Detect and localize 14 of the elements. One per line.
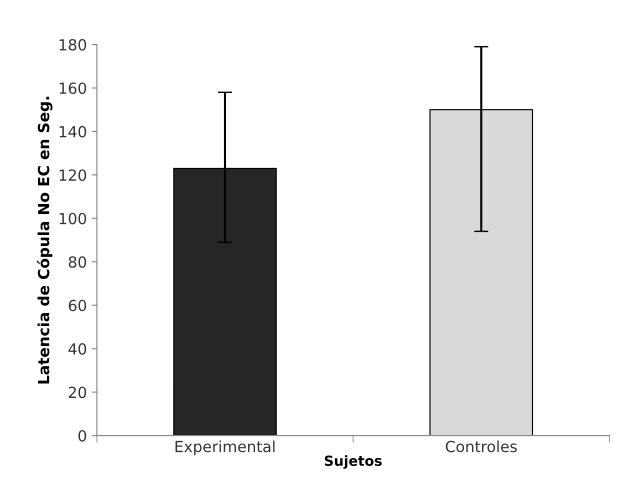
y-tick-label: 100: [60, 212, 86, 224]
y-tick-label: 140: [60, 126, 86, 138]
x-tick-label: Experimental: [176, 440, 275, 456]
y-tick-label: 20: [68, 386, 86, 398]
y-tick-label: 160: [60, 82, 86, 94]
y-axis-title: Latencia de Cópula No EC en Seg.: [36, 96, 52, 384]
y-tick-label: 60: [68, 300, 86, 312]
y-tick-label: 0: [78, 430, 86, 442]
x-tick-label: Controles: [446, 440, 517, 452]
y-tick-label: 80: [68, 256, 86, 268]
y-tick-label: 120: [60, 169, 86, 181]
y-tick-label: 40: [68, 343, 86, 355]
x-axis-title: Sujetos: [324, 455, 382, 469]
y-tick-label: 180: [60, 39, 86, 51]
